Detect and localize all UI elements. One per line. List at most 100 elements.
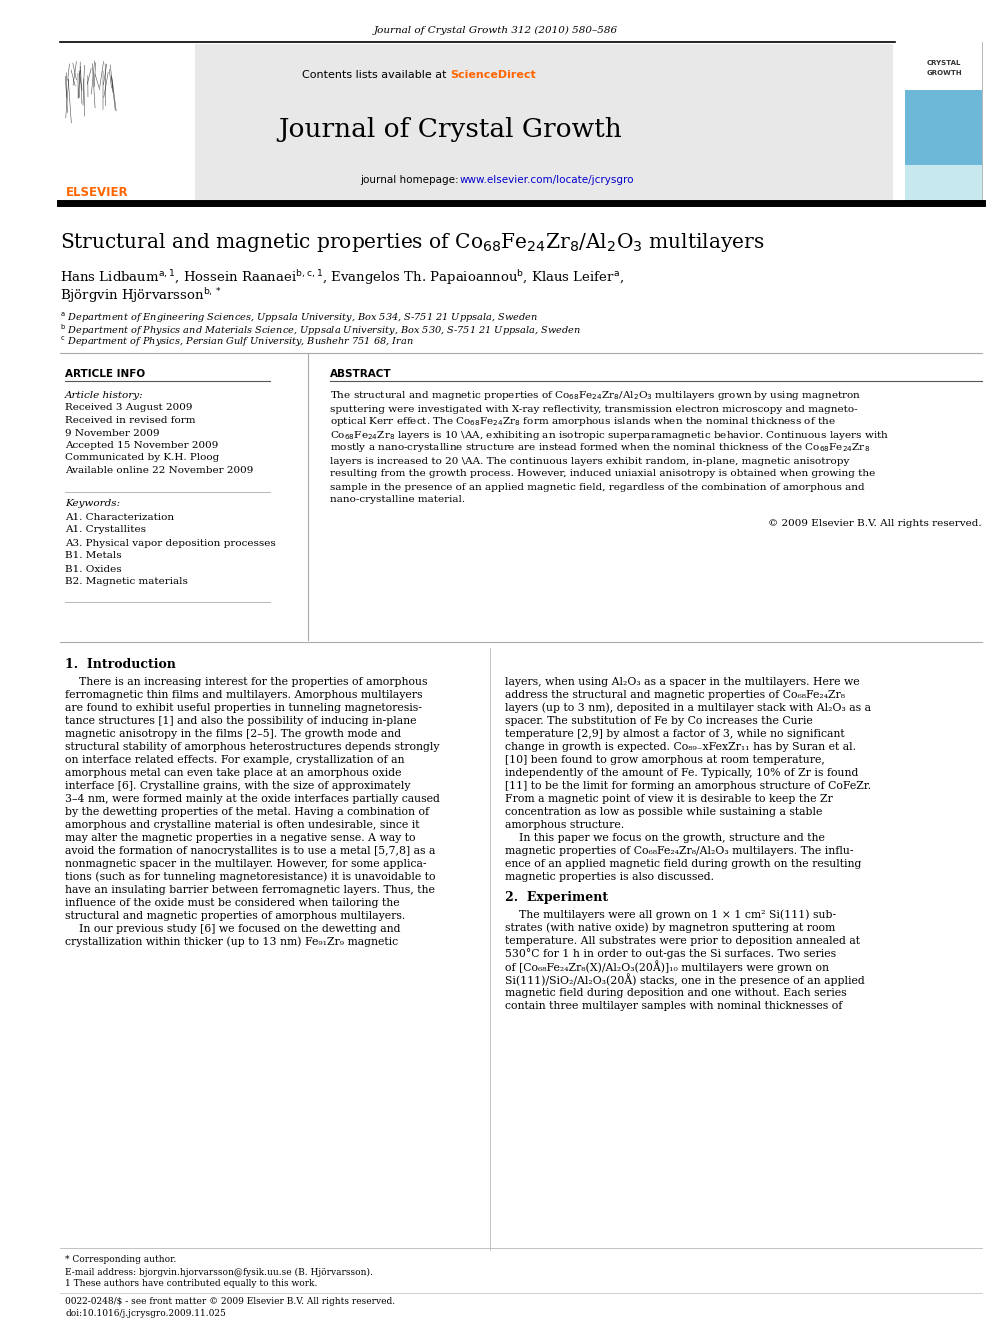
Text: nano-crystalline material.: nano-crystalline material. [330, 496, 465, 504]
Text: strates (with native oxide) by magnetron sputtering at room: strates (with native oxide) by magnetron… [505, 922, 835, 933]
Text: contain three multilayer samples with nominal thicknesses of: contain three multilayer samples with no… [505, 1002, 842, 1011]
Text: Björgvin Hjörvarsson$^{\rm b,*}$: Björgvin Hjörvarsson$^{\rm b,*}$ [60, 287, 222, 306]
Text: 9 November 2009: 9 November 2009 [65, 429, 160, 438]
Text: sputtering were investigated with X-ray reflectivity, transmission electron micr: sputtering were investigated with X-ray … [330, 405, 858, 414]
Text: Journal of Crystal Growth: Journal of Crystal Growth [278, 118, 622, 143]
Text: change in growth is expected. Co₈₉₋xFexZr₁₁ has by Suran et al.: change in growth is expected. Co₈₉₋xFexZ… [505, 742, 856, 751]
Text: 1 These authors have contributed equally to this work.: 1 These authors have contributed equally… [65, 1279, 317, 1289]
Bar [905, 42, 982, 200]
Bar [195, 44, 893, 200]
Text: may alter the magnetic properties in a negative sense. A way to: may alter the magnetic properties in a n… [65, 833, 416, 843]
Text: crystallization within thicker (up to 13 nm) Fe₉₁Zr₉ magnetic: crystallization within thicker (up to 13… [65, 937, 398, 947]
Text: avoid the formation of nanocrystallites is to use a metal [5,7,8] as a: avoid the formation of nanocrystallites … [65, 845, 435, 856]
Text: A1. Characterization: A1. Characterization [65, 512, 175, 521]
Text: From a magnetic point of view it is desirable to keep the Zr: From a magnetic point of view it is desi… [505, 794, 832, 804]
Text: A1. Crystallites: A1. Crystallites [65, 525, 146, 534]
Text: magnetic properties of Co₆₈Fe₂₄Zr₈/Al₂O₃ multilayers. The influ-: magnetic properties of Co₆₈Fe₂₄Zr₈/Al₂O₃… [505, 845, 853, 856]
Text: Received 3 August 2009: Received 3 August 2009 [65, 404, 192, 413]
Text: There is an increasing interest for the properties of amorphous: There is an increasing interest for the … [65, 677, 428, 687]
Text: journal homepage:: journal homepage: [360, 175, 462, 185]
Text: [11] to be the limit for forming an amorphous structure of CoFeZr.: [11] to be the limit for forming an amor… [505, 781, 871, 791]
Text: magnetic properties is also discussed.: magnetic properties is also discussed. [505, 872, 714, 882]
Text: tance structures [1] and also the possibility of inducing in-plane: tance structures [1] and also the possib… [65, 716, 417, 726]
Text: are found to exhibit useful properties in tunneling magnetoresis-: are found to exhibit useful properties i… [65, 703, 422, 713]
Text: interface [6]. Crystalline grains, with the size of approximately: interface [6]. Crystalline grains, with … [65, 781, 411, 791]
Text: ferromagnetic thin films and multilayers. Amorphous multilayers: ferromagnetic thin films and multilayers… [65, 691, 423, 700]
Text: optical Kerr effect. The Co$_{68}$Fe$_{24}$Zr$_8$ form amorphous islands when th: optical Kerr effect. The Co$_{68}$Fe$_{2… [330, 415, 835, 429]
Text: Received in revised form: Received in revised form [65, 415, 195, 425]
Text: structural stability of amorphous heterostructures depends strongly: structural stability of amorphous hetero… [65, 742, 439, 751]
Text: influence of the oxide must be considered when tailoring the: influence of the oxide must be considere… [65, 898, 400, 908]
Bar [905, 165, 982, 200]
Text: 530°C for 1 h in order to out-gas the Si surfaces. Two series: 530°C for 1 h in order to out-gas the Si… [505, 949, 836, 959]
Text: B2. Magnetic materials: B2. Magnetic materials [65, 578, 187, 586]
Text: address the structural and magnetic properties of Co₆₈Fe₂₄Zr₈: address the structural and magnetic prop… [505, 691, 845, 700]
Text: sample in the presence of an applied magnetic field, regardless of the combinati: sample in the presence of an applied mag… [330, 483, 865, 492]
Text: layers, when using Al₂O₃ as a spacer in the multilayers. Here we: layers, when using Al₂O₃ as a spacer in … [505, 677, 860, 687]
Text: 2.  Experiment: 2. Experiment [505, 892, 608, 905]
Text: on interface related effects. For example, crystallization of an: on interface related effects. For exampl… [65, 755, 405, 765]
Text: structural and magnetic properties of amorphous multilayers.: structural and magnetic properties of am… [65, 912, 406, 921]
Text: amorphous structure.: amorphous structure. [505, 820, 624, 830]
Text: GROWTH: GROWTH [927, 70, 962, 75]
Text: mostly a nano-crystalline structure are instead formed when the nominal thicknes: mostly a nano-crystalline structure are … [330, 442, 870, 455]
Text: Si(111)/SiO₂/Al₂O₃(20Å) stacks, one in the presence of an applied: Si(111)/SiO₂/Al₂O₃(20Å) stacks, one in t… [505, 974, 865, 987]
Text: have an insulating barrier between ferromagnetic layers. Thus, the: have an insulating barrier between ferro… [65, 885, 434, 894]
Text: In this paper we focus on the growth, structure and the: In this paper we focus on the growth, st… [505, 833, 825, 843]
Text: layers is increased to 20 \AA. The continuous layers exhibit random, in-plane, m: layers is increased to 20 \AA. The conti… [330, 456, 849, 466]
Text: Hans Lidbaum$^{\rm a,1}$, Hossein Raanaei$^{\rm b,c,1}$, Evangelos Th. Papaioann: Hans Lidbaum$^{\rm a,1}$, Hossein Raanae… [60, 269, 624, 287]
Text: nonmagnetic spacer in the multilayer. However, for some applica-: nonmagnetic spacer in the multilayer. Ho… [65, 859, 427, 869]
Text: independently of the amount of Fe. Typically, 10% of Zr is found: independently of the amount of Fe. Typic… [505, 767, 858, 778]
Text: temperature [2,9] by almost a factor of 3, while no significant: temperature [2,9] by almost a factor of … [505, 729, 844, 740]
Text: Accepted 15 November 2009: Accepted 15 November 2009 [65, 441, 218, 450]
Text: www.elsevier.com/locate/jcrysgro: www.elsevier.com/locate/jcrysgro [460, 175, 635, 185]
Text: Keywords:: Keywords: [65, 500, 120, 508]
Text: Journal of Crystal Growth 312 (2010) 580–586: Journal of Crystal Growth 312 (2010) 580… [374, 25, 618, 34]
Text: * Corresponding author.: * Corresponding author. [65, 1256, 177, 1265]
Text: 3–4 nm, were formed mainly at the oxide interfaces partially caused: 3–4 nm, were formed mainly at the oxide … [65, 794, 439, 804]
Bar [905, 42, 982, 90]
Text: Available online 22 November 2009: Available online 22 November 2009 [65, 466, 253, 475]
Text: of [Co₆₈Fe₂₄Zr₈(X)/Al₂O₃(20Å)]₁₀ multilayers were grown on: of [Co₆₈Fe₂₄Zr₈(X)/Al₂O₃(20Å)]₁₀ multila… [505, 960, 829, 974]
Text: ScienceDirect: ScienceDirect [450, 70, 536, 79]
Text: The structural and magnetic properties of Co$_{68}$Fe$_{24}$Zr$_{8}$/Al$_2$O$_3$: The structural and magnetic properties o… [330, 389, 861, 402]
Text: B1. Metals: B1. Metals [65, 552, 122, 561]
Text: amorphous and crystalline material is often undesirable, since it: amorphous and crystalline material is of… [65, 820, 420, 830]
Text: layers (up to 3 nm), deposited in a multilayer stack with Al₂O₃ as a: layers (up to 3 nm), deposited in a mult… [505, 703, 871, 713]
Text: amorphous metal can even take place at an amorphous oxide: amorphous metal can even take place at a… [65, 767, 402, 778]
Text: © 2009 Elsevier B.V. All rights reserved.: © 2009 Elsevier B.V. All rights reserved… [769, 520, 982, 528]
Text: magnetic field during deposition and one without. Each series: magnetic field during deposition and one… [505, 988, 846, 998]
Text: E-mail address: bjorgvin.hjorvarsson@fysik.uu.se (B. Hjörvarsson).: E-mail address: bjorgvin.hjorvarsson@fys… [65, 1267, 373, 1277]
Text: [10] been found to grow amorphous at room temperature,: [10] been found to grow amorphous at roo… [505, 755, 825, 765]
Text: ARTICLE INFO: ARTICLE INFO [65, 369, 145, 378]
Text: resulting from the growth process. However, induced uniaxial anisotropy is obtai: resulting from the growth process. Howev… [330, 470, 875, 479]
Text: ABSTRACT: ABSTRACT [330, 369, 392, 378]
Text: $^{\rm c}$ Department of Physics, Persian Gulf University, Bushehr 751 68, Iran: $^{\rm c}$ Department of Physics, Persia… [60, 335, 414, 349]
Text: temperature. All substrates were prior to deposition annealed at: temperature. All substrates were prior t… [505, 935, 860, 946]
Text: spacer. The substitution of Fe by Co increases the Curie: spacer. The substitution of Fe by Co inc… [505, 716, 812, 726]
Text: B1. Oxides: B1. Oxides [65, 565, 122, 573]
Bar [60, 44, 195, 200]
Text: Contents lists available at: Contents lists available at [302, 70, 450, 79]
Text: Structural and magnetic properties of Co$_{68}$Fe$_{24}$Zr$_{8}$/Al$_{2}$O$_{3}$: Structural and magnetic properties of Co… [60, 230, 764, 254]
Text: $^{\rm b}$ Department of Physics and Materials Science, Uppsala University, Box : $^{\rm b}$ Department of Physics and Mat… [60, 321, 581, 337]
Bar [60, 44, 893, 200]
Text: by the dewetting properties of the metal. Having a combination of: by the dewetting properties of the metal… [65, 807, 430, 818]
Bar [905, 90, 982, 165]
Text: $^{\rm a}$ Department of Engineering Sciences, Uppsala University, Box 534, S-75: $^{\rm a}$ Department of Engineering Sci… [60, 311, 538, 325]
Text: 0022-0248/$ - see front matter © 2009 Elsevier B.V. All rights reserved.: 0022-0248/$ - see front matter © 2009 El… [65, 1298, 395, 1307]
Text: Co$_{68}$Fe$_{24}$Zr$_8$ layers is 10 \AA, exhibiting an isotropic superparamagn: Co$_{68}$Fe$_{24}$Zr$_8$ layers is 10 \A… [330, 429, 889, 442]
Text: Communicated by K.H. Ploog: Communicated by K.H. Ploog [65, 454, 219, 463]
Text: CRYSTAL: CRYSTAL [927, 60, 961, 66]
Text: concentration as low as possible while sustaining a stable: concentration as low as possible while s… [505, 807, 822, 818]
Text: magnetic anisotropy in the films [2–5]. The growth mode and: magnetic anisotropy in the films [2–5]. … [65, 729, 401, 740]
Text: doi:10.1016/j.jcrysgro.2009.11.025: doi:10.1016/j.jcrysgro.2009.11.025 [65, 1310, 226, 1319]
Text: The multilayers were all grown on 1 × 1 cm² Si(111) sub-: The multilayers were all grown on 1 × 1 … [505, 910, 836, 921]
Text: In our previous study [6] we focused on the dewetting and: In our previous study [6] we focused on … [65, 923, 401, 934]
Text: ence of an applied magnetic field during growth on the resulting: ence of an applied magnetic field during… [505, 859, 861, 869]
Text: ELSEVIER: ELSEVIER [65, 185, 128, 198]
Text: 1.  Introduction: 1. Introduction [65, 659, 176, 672]
Text: tions (such as for tunneling magnetoresistance) it is unavoidable to: tions (such as for tunneling magnetoresi… [65, 872, 435, 882]
Text: A3. Physical vapor deposition processes: A3. Physical vapor deposition processes [65, 538, 276, 548]
Text: Article history:: Article history: [65, 392, 144, 401]
